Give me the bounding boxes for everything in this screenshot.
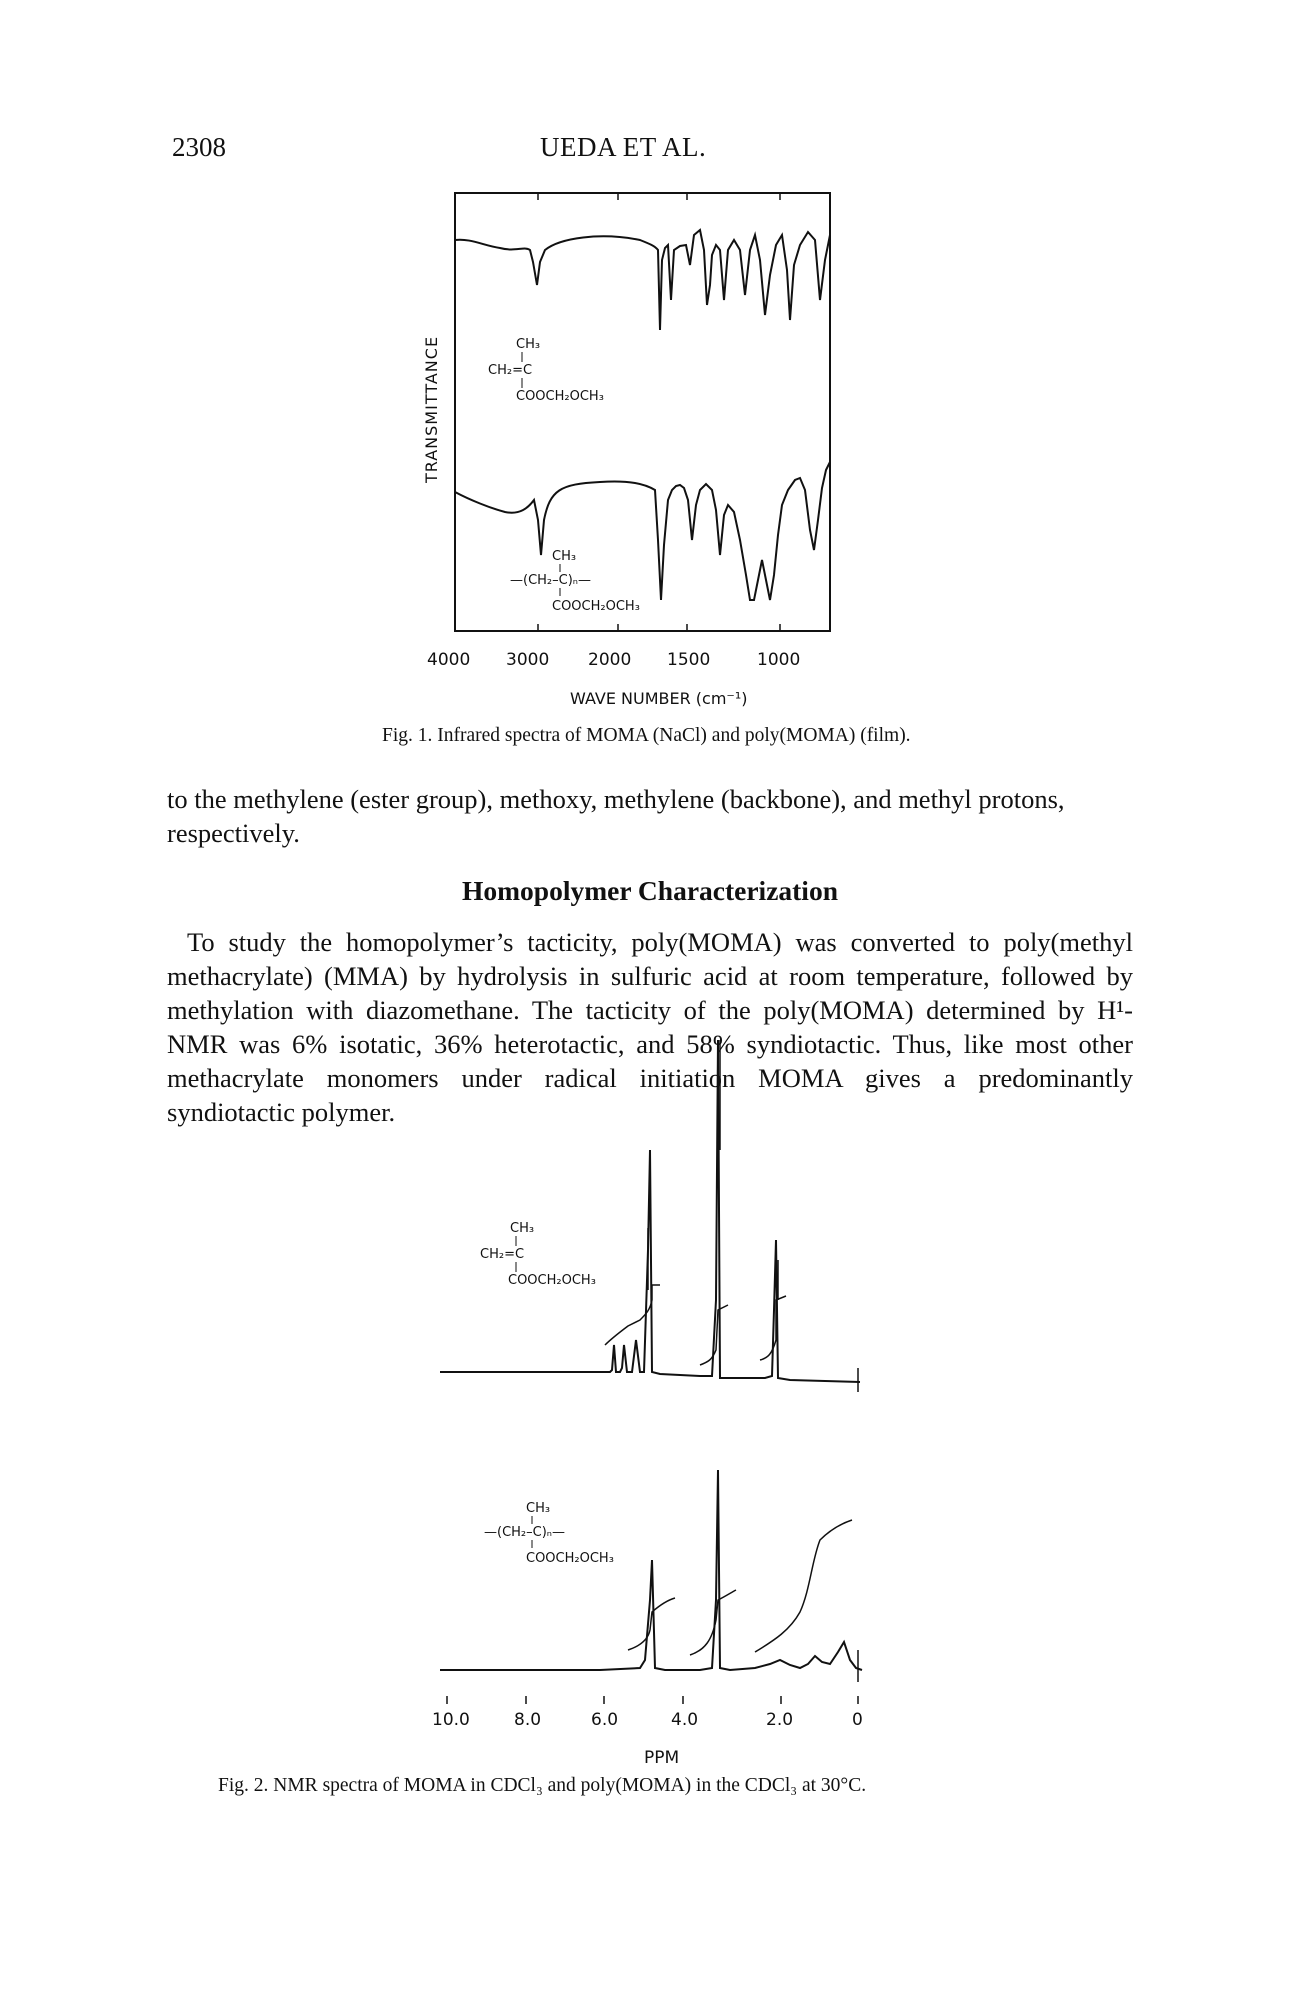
nmr-x-tick-0: 0 [852, 1710, 863, 1730]
svg-text:CH₂=C: CH₂=C [480, 1247, 524, 1262]
nmr-x-tick-8: 8.0 [514, 1710, 541, 1730]
nmr-x-tick-10: 10.0 [432, 1710, 470, 1730]
nmr-trace-polymer [440, 1469, 863, 1672]
figure-2-caption: Fig. 2. NMR spectra of MOMA in CDCl₃ and… [218, 1775, 867, 1796]
ir-x-axis-title: WAVE NUMBER (cm⁻¹) [570, 689, 748, 708]
ir-y-axis-label: TRANSMITTANCE [422, 336, 441, 484]
nmr-x-tick-6: 6.0 [591, 1710, 618, 1730]
ir-x-tick-4000: 4000 [427, 650, 470, 670]
figure-1-caption: Fig. 1. Infrared spectra of MOMA (NaCl) … [382, 725, 911, 746]
nmr-x-tick-4: 4.0 [671, 1710, 698, 1730]
ir-trace-polymer [454, 461, 831, 601]
svg-text:—(CH₂–C)ₙ—: —(CH₂–C)ₙ— [510, 573, 591, 588]
ir-x-tick-1000: 1000 [757, 650, 800, 670]
nmr-x-ticks [446, 1696, 859, 1704]
ir-top-ticks [537, 193, 781, 200]
nmr-structure-monomer: CH₃ CH₂=C COOCH₂OCH₃ [480, 1221, 596, 1288]
svg-text:—(CH₂–C)ₙ—: —(CH₂–C)ₙ— [484, 1525, 565, 1540]
running-title: UEDA ET AL. [540, 132, 707, 162]
svg-text:CH₃: CH₃ [552, 549, 576, 564]
svg-text:COOCH₂OCH₃: COOCH₂OCH₃ [508, 1273, 596, 1288]
svg-text:CH₃: CH₃ [516, 337, 540, 352]
ir-structure-monomer: CH₃ CH₂=C COOCH₂OCH₃ [488, 337, 604, 404]
ir-structure-polymer: CH₃ —(CH₂–C)ₙ— COOCH₂OCH₃ [510, 549, 640, 614]
svg-text:CH₂=C: CH₂=C [488, 363, 532, 378]
svg-text:COOCH₂OCH₃: COOCH₂OCH₃ [516, 389, 604, 404]
svg-text:COOCH₂OCH₃: COOCH₂OCH₃ [526, 1551, 614, 1566]
nmr-integral-monomer [604, 1284, 787, 1366]
nmr-integral-polymer [627, 1519, 853, 1656]
body-paragraph-1: to the methylene (ester group), methoxy,… [167, 784, 1065, 848]
nmr-trace-monomer [440, 1039, 861, 1383]
ir-x-tick-1500: 1500 [667, 650, 710, 670]
svg-text:COOCH₂OCH₃: COOCH₂OCH₃ [552, 599, 640, 614]
nmr-structure-polymer: CH₃ —(CH₂–C)ₙ— COOCH₂OCH₃ [484, 1501, 614, 1566]
body-paragraph-2: To study the homopolymer’s tacticity, po… [167, 927, 1133, 1127]
ir-bottom-ticks [537, 624, 781, 631]
ir-x-tick-3000: 3000 [506, 650, 549, 670]
ir-trace-monomer [454, 228, 831, 331]
ir-x-tick-2000: 2000 [588, 650, 631, 670]
ir-plot-frame [454, 192, 831, 632]
section-heading: Homopolymer Characterization [461, 875, 838, 906]
nmr-x-axis-title: PPM [644, 1748, 679, 1768]
page-number: 2308 [172, 132, 226, 162]
nmr-x-tick-2: 2.0 [766, 1710, 793, 1730]
svg-text:CH₃: CH₃ [510, 1221, 534, 1236]
svg-text:CH₃: CH₃ [526, 1501, 550, 1516]
